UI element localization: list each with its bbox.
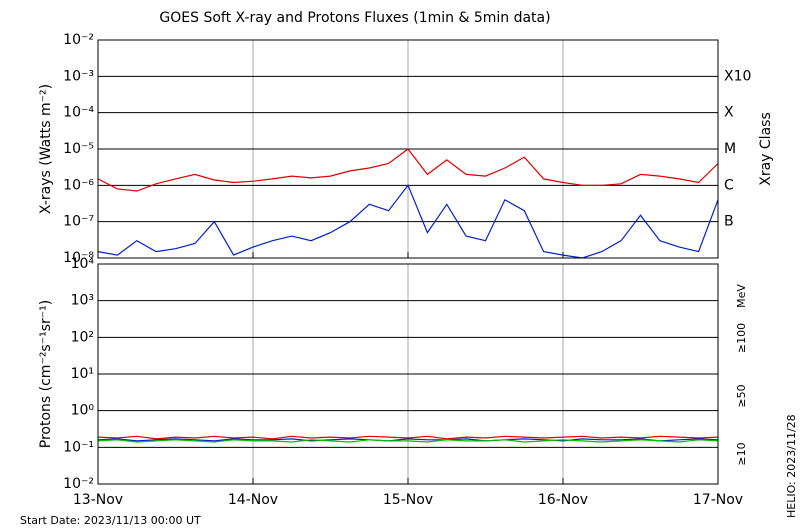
x-tick-label: 13-Nov [73, 492, 123, 508]
y-axis-label: Protons (cm⁻²s⁻¹sr⁻¹) [38, 300, 54, 449]
y-tick-label: 10⁴ [71, 256, 95, 272]
y-tick-label: 10¹ [71, 366, 94, 382]
y-tick-label: 10⁰ [71, 403, 95, 419]
series-line [97, 435, 719, 440]
y-tick-label: 10⁻¹ [63, 439, 94, 455]
start-date: Start Date: 2023/11/13 00:00 UT [20, 514, 201, 527]
legend-unit: MeV [735, 284, 748, 308]
legend-label: ≥10 [735, 442, 748, 465]
y-axis-label: X-rays (Watts m⁻²) [38, 84, 54, 214]
x-tick-label: 15-Nov [383, 492, 433, 508]
series-line [97, 148, 719, 192]
y2-tick-label: X10 [724, 68, 751, 84]
x-tick-label: 16-Nov [538, 492, 588, 508]
y-tick-label: 10⁻⁷ [63, 214, 94, 230]
y-tick-label: 10⁻² [63, 476, 94, 492]
x-tick-label: 14-Nov [228, 492, 278, 508]
series-line [97, 438, 719, 442]
y2-axis-label: Xray Class [758, 112, 774, 186]
y2-tick-label: C [724, 177, 734, 193]
y-tick-label: 10² [71, 329, 94, 345]
y-tick-label: 10⁻³ [63, 68, 94, 84]
x-tick-label: 17-Nov [693, 492, 743, 508]
legend-label: ≥50 [735, 384, 748, 407]
y-tick-label: 10³ [71, 293, 94, 309]
y2-tick-label: M [724, 141, 736, 157]
plot-frame [97, 39, 719, 259]
y-tick-label: 10⁻⁴ [63, 105, 94, 121]
helio-date: HELIO: 2023/11/28 [785, 414, 798, 518]
series-line [97, 439, 719, 443]
plot-frame [97, 263, 719, 485]
y-tick-label: 10⁻⁸ [63, 250, 94, 266]
y-tick-label: 10⁻⁶ [63, 177, 94, 193]
legend-label: ≥100 [735, 323, 748, 353]
series-line [97, 184, 719, 259]
y2-tick-label: X [724, 105, 734, 121]
chart-title: GOES Soft X-ray and Protons Fluxes (1min… [159, 10, 550, 26]
y2-tick-label: B [724, 214, 734, 230]
y-tick-label: 10⁻² [63, 32, 94, 48]
y-tick-label: 10⁻⁵ [63, 141, 94, 157]
